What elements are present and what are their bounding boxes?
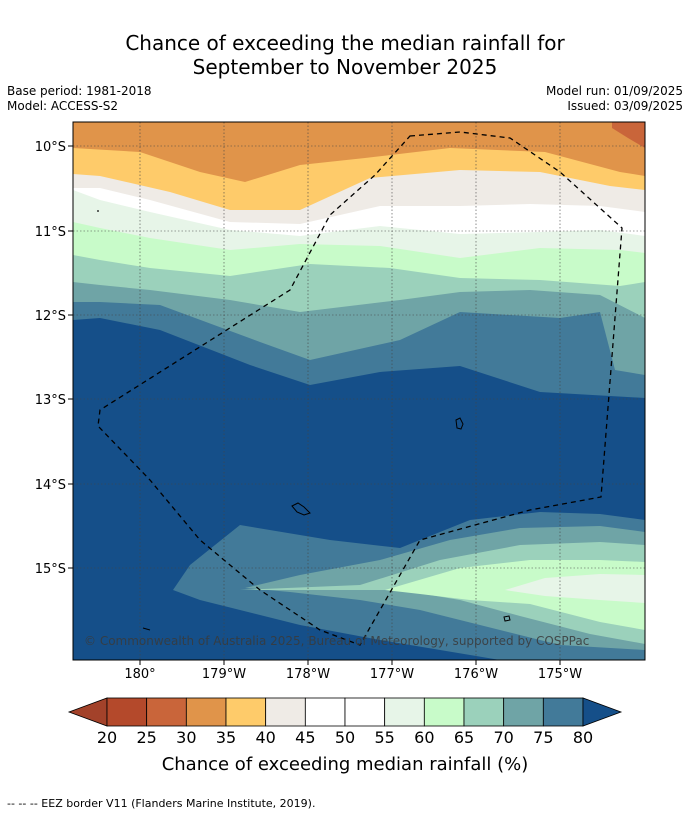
band-55-60-south <box>505 574 645 603</box>
meta-right: Model run: 01/09/2025 Issued: 03/09/2025 <box>546 84 683 114</box>
lat-axis: 10°S 11°S 12°S 13°S 14°S 15°S <box>35 140 73 577</box>
lat-label-13s: 13°S <box>35 393 66 408</box>
colorbar-box-50-55 <box>344 697 386 727</box>
eez-border <box>97 131 623 646</box>
colorbar-tick-label: 65 <box>454 728 474 747</box>
colorbar: 20 25 30 35 40 45 50 55 60 65 70 75 80 <box>67 697 623 747</box>
lon-label-180: 180° <box>124 667 155 682</box>
colorbar-box-20-25 <box>106 697 148 727</box>
island-nw <box>97 210 99 212</box>
lon-label-177w: 177°W <box>370 667 414 682</box>
colorbar-title: Chance of exceeding median rainfall (%) <box>162 754 529 775</box>
title-line-1: Chance of exceeding the median rainfall … <box>125 31 565 55</box>
lon-label-178w: 178°W <box>286 667 330 682</box>
colorbar-tick-label: 80 <box>573 728 593 747</box>
colorbar-box-75-80 <box>542 697 584 727</box>
lat-label-10s: 10°S <box>35 140 66 155</box>
island-west <box>291 502 311 516</box>
lat-label-15s: 15°S <box>35 562 66 577</box>
model-run: Model run: 01/09/2025 <box>545 84 683 98</box>
colorbar-box-55-60 <box>384 697 425 727</box>
colorbar-tick-label: 30 <box>176 728 196 747</box>
issued-date: Issued: 03/09/2025 <box>567 99 683 113</box>
colorbar-box-65-70 <box>463 697 505 727</box>
model-name: Model: ACCESS-S2 <box>7 99 119 113</box>
colorbar-tick-label: 45 <box>295 728 315 747</box>
colorbar-tick-label: 25 <box>136 728 156 747</box>
colorbar-tick-label: 70 <box>493 728 513 747</box>
rainfall-contour-map: © Commonwealth of Australia 2025, Bureau… <box>73 122 645 660</box>
colorbar-tick-label: 55 <box>374 728 394 747</box>
island-east <box>455 417 464 430</box>
colorbar-box-35-40 <box>225 697 267 727</box>
island-south <box>503 615 511 622</box>
colorbar-box-25-30 <box>146 697 187 727</box>
colorbar-tick-label: 40 <box>255 728 275 747</box>
colorbar-box-30-35 <box>185 697 227 727</box>
lon-label-175w: 175°W <box>538 667 582 682</box>
colorbar-tick-label: 20 <box>97 728 117 747</box>
map-title: Chance of exceeding the median rainfall … <box>0 31 690 79</box>
map-frame <box>72 121 646 661</box>
colorbar-extend-low <box>67 697 108 727</box>
band-30-35 <box>612 122 645 148</box>
lat-label-14s: 14°S <box>35 478 66 493</box>
lon-axis: 180° 179°W 178°W 177°W 176°W 175°W <box>124 660 582 682</box>
colorbar-box-45-50 <box>304 697 346 727</box>
meta-left: Base period: 1981-2018 Model: ACCESS-S2 <box>7 84 152 114</box>
title-line-2: September to November 2025 <box>192 55 498 79</box>
colorbar-box-70-75 <box>503 697 544 727</box>
graticule <box>73 122 645 660</box>
island-sw <box>142 627 151 631</box>
colorbar-tick-label: 75 <box>533 728 553 747</box>
colorbar-tick-label: 35 <box>216 728 236 747</box>
copyright-notice: © Commonwealth of Australia 2025, Bureau… <box>84 634 589 648</box>
colorbar-tick-label: 60 <box>414 728 434 747</box>
eez-footnote: -- -- -- EEZ border V11 (Flanders Marine… <box>7 797 316 810</box>
colorbar-tick-label: 50 <box>335 728 355 747</box>
lon-label-179w: 179°W <box>202 667 246 682</box>
lat-label-12s: 12°S <box>35 309 66 324</box>
base-period: Base period: 1981-2018 <box>7 84 152 98</box>
lat-label-11s: 11°S <box>35 225 66 240</box>
lon-label-176w: 176°W <box>454 667 498 682</box>
colorbar-box-60-65 <box>423 697 465 727</box>
colorbar-extend-high <box>582 697 623 727</box>
colorbar-box-40-45 <box>265 697 306 727</box>
